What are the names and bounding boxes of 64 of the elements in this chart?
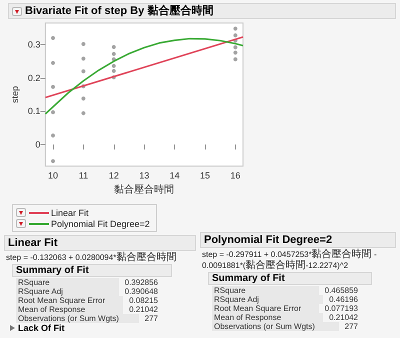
text: RSquare: [16, 278, 119, 287]
point: [51, 84, 56, 89]
text: 0.21042: [128, 305, 158, 314]
text: RSquare Adj: [16, 287, 119, 296]
point: [233, 50, 238, 55]
text: 0.46196: [328, 295, 358, 304]
text: Mean of Response: [16, 305, 124, 314]
text: 0.08215: [128, 296, 158, 305]
x-tick-label: 15: [200, 170, 210, 181]
text: 0.390648: [124, 287, 158, 296]
x-tick-label: 13: [139, 170, 150, 181]
point: [51, 110, 56, 114]
point: [112, 68, 116, 73]
text: RSquare Adj: [212, 295, 324, 304]
text: RSquare: [212, 286, 319, 295]
point: [112, 64, 116, 68]
text: Polynomial Fit Degree=2: [200, 232, 396, 248]
point: [233, 57, 238, 62]
text: Summary of Fit: [12, 264, 172, 277]
line-series: [44, 38, 244, 115]
point: [233, 45, 238, 50]
legend-label: Polynomial Fit Degree=2: [51, 218, 150, 228]
point: [81, 111, 86, 116]
text: Lack Of Fit: [18, 323, 65, 333]
point: [81, 42, 86, 46]
text: 0.392856: [124, 278, 158, 287]
y-tick-label: 0.3: [28, 40, 40, 50]
x-axis-title: 黏合壓合時間: [114, 184, 174, 196]
text: Observations (or Sum Wgts): [16, 314, 139, 323]
point: [81, 96, 86, 101]
text: Mean of Response: [212, 313, 324, 322]
text: 0.077193: [324, 304, 358, 313]
text: Root Mean Square Error: [212, 304, 319, 313]
y-tick-label: 0.1: [28, 106, 40, 116]
x-tick-label: 14: [170, 170, 180, 181]
point: [112, 44, 116, 49]
legend-label: Linear Fit: [51, 208, 89, 218]
text: step = -0.132063 + 0.0280094*黏合壓合時間: [6, 252, 176, 263]
point: [81, 56, 86, 61]
y-tick-label: 0: [35, 139, 40, 150]
point: [81, 69, 86, 74]
point: [233, 26, 238, 31]
y-axis-title: step: [10, 86, 20, 104]
point: [233, 33, 238, 38]
text: step = -0.297911 + 0.0457253*黏合壓合時間 - 0.0091881*(黏合壓合時間-12.2274)^2: [202, 249, 377, 271]
text: 0.21042: [328, 313, 358, 322]
point: [51, 159, 56, 164]
x-tick-label: 12: [108, 170, 119, 181]
text: Observations (or Sum Wgts): [212, 322, 339, 331]
chart-title: Bivariate Fit of step By 黏合壓合時間: [25, 5, 214, 17]
point: [51, 133, 56, 138]
point: [51, 60, 56, 65]
point: [51, 36, 56, 40]
x-tick-label: 16: [230, 170, 240, 181]
point: [112, 52, 116, 56]
text: 277: [144, 314, 158, 323]
x-tick-label: 10: [48, 170, 58, 181]
text: 277: [344, 322, 358, 331]
y-tick-label: 0.2: [28, 72, 40, 83]
x-tick-label: 11: [78, 170, 88, 181]
text: Summary of Fit: [208, 272, 372, 285]
text: 0.465859: [324, 286, 358, 295]
text: Linear Fit: [4, 235, 196, 251]
text: Root Mean Square Error: [16, 296, 124, 305]
